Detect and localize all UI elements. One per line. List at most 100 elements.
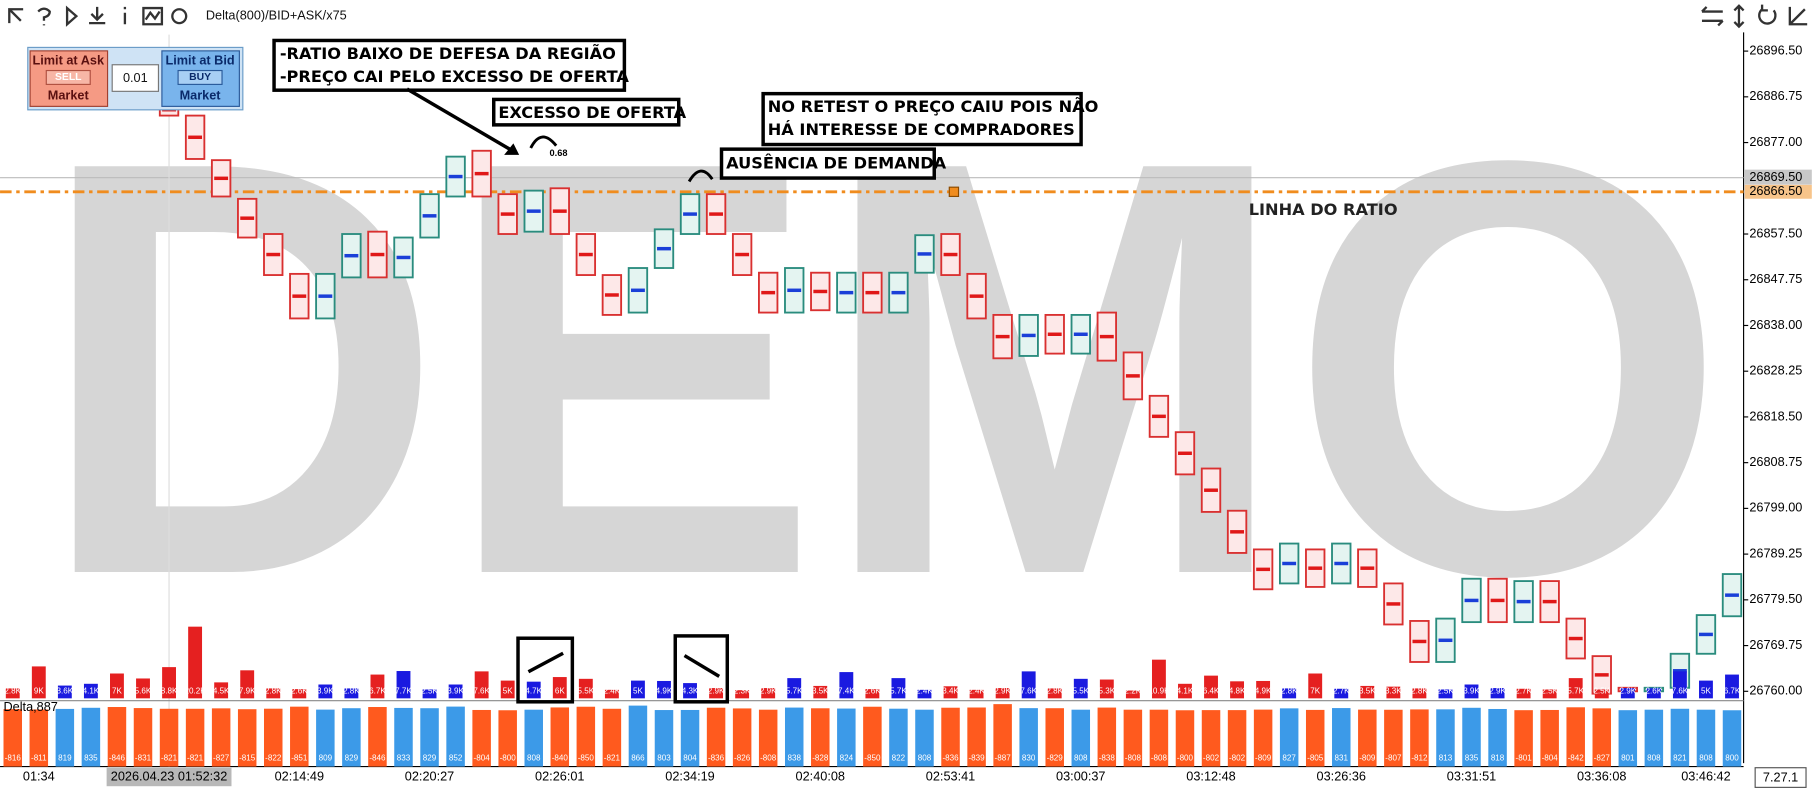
- delta-label: -838: [1099, 754, 1116, 763]
- delta-bar: [1175, 710, 1195, 767]
- annotation-box: [719, 147, 936, 180]
- tool-help[interactable]: [37, 7, 51, 26]
- poc-bar: [188, 135, 203, 140]
- delta-bar: [550, 707, 570, 767]
- candle: [627, 267, 649, 314]
- tool-indicators[interactable]: [142, 6, 164, 26]
- delta-label: -828: [812, 754, 829, 763]
- volume-label: 2.5K: [1437, 687, 1454, 696]
- delta-label: -811: [31, 754, 47, 763]
- volume-label: 4.1K: [1177, 687, 1194, 696]
- volume-bar: [318, 684, 333, 699]
- quantity-input[interactable]: [111, 64, 160, 92]
- candle: [341, 233, 362, 279]
- volume-bar: [1125, 690, 1140, 699]
- poc-bar: [266, 252, 281, 257]
- delta-label: -839: [968, 754, 985, 763]
- tool-settings[interactable]: [171, 8, 188, 25]
- buy-title: Limit at Bid: [165, 53, 234, 68]
- delta-bar: [654, 710, 674, 767]
- buy-inner[interactable]: [177, 69, 223, 85]
- tool-refresh[interactable]: [1758, 4, 1777, 25]
- delta-bar: [498, 710, 517, 767]
- candle: [1331, 542, 1352, 585]
- candle: [1487, 577, 1508, 624]
- delta-label: -809: [1255, 754, 1272, 763]
- delta-bar: [706, 707, 726, 767]
- delta-label: 831: [1335, 754, 1349, 763]
- x-tick-label: 03:12:48: [1186, 768, 1235, 783]
- y-tick-label: 26818.50: [1749, 408, 1802, 423]
- delta-label: -808: [1125, 754, 1142, 763]
- poc-bar: [1021, 333, 1036, 338]
- x-tick-label: 02:26:01: [535, 768, 584, 783]
- x-tick-label: 03:46:42: [1681, 768, 1730, 783]
- tool-swap[interactable]: [1701, 6, 1724, 27]
- poc-bar: [813, 289, 828, 294]
- volume-label: 7K: [1310, 687, 1320, 696]
- volume-bar: [83, 683, 98, 699]
- quantity: 0.01: [123, 70, 148, 85]
- y-tick-label: 26847.75: [1749, 271, 1802, 286]
- sell-inner[interactable]: [45, 69, 91, 85]
- delta-bar: [368, 707, 387, 767]
- volume-label: 2.4K: [604, 687, 621, 696]
- volume-bar: [735, 690, 750, 699]
- volume-bar: [1099, 679, 1114, 699]
- poc-bar: [1568, 636, 1583, 641]
- delta-label: -851: [291, 754, 308, 763]
- volume-bar: [995, 688, 1010, 699]
- toolbar[interactable]: Delta(800)/BID+ASK/x75: [8, 4, 1808, 29]
- poc-bar: [735, 252, 750, 257]
- ratio-price-label: 26866.50: [1749, 183, 1802, 198]
- x-tick-label: 03:36:08: [1577, 768, 1626, 783]
- volume-bar: [891, 678, 906, 699]
- tool-cursor[interactable]: [8, 8, 24, 24]
- poc-bar: [1490, 598, 1505, 603]
- volume-bar: [370, 674, 385, 699]
- delta-bar: [1071, 709, 1091, 767]
- y-tick-label: 26799.00: [1749, 500, 1802, 515]
- poc-bar: [1230, 530, 1245, 534]
- poc-bar: [943, 252, 958, 257]
- current-price-label: 26869.50: [1749, 169, 1802, 184]
- delta-bar: [1332, 708, 1351, 767]
- volume-bar: [1516, 688, 1531, 699]
- annotation-arrow: [406, 87, 517, 155]
- delta-bar: [1045, 708, 1064, 767]
- volume-label: 6.7K: [369, 687, 386, 696]
- delta-label: 830: [1022, 754, 1036, 763]
- volume-label: 4.7K: [525, 687, 542, 696]
- instrument-label: Delta(800)/BID+ASK/x75: [206, 8, 347, 23]
- version-box: [1754, 767, 1807, 788]
- delta-bar: [863, 706, 882, 767]
- delta-label: 829: [423, 754, 437, 763]
- candle: [1357, 548, 1378, 588]
- volume-label: 2.8K: [4, 687, 21, 696]
- tool-play[interactable]: [65, 5, 79, 27]
- delta-bar: [1279, 708, 1299, 767]
- delta-label: 808: [1699, 754, 1713, 763]
- volume-bar: [162, 667, 176, 699]
- delta-bar: [1201, 710, 1221, 767]
- volume-label: 5.7K: [786, 687, 803, 696]
- buy-market: Market: [180, 87, 222, 102]
- candle: [940, 233, 961, 276]
- delta-label: -802: [1229, 754, 1246, 763]
- delta-bar: [1722, 710, 1742, 767]
- tool-collapse[interactable]: [1788, 6, 1808, 26]
- y-tick-label: 26779.50: [1749, 591, 1802, 606]
- candle: [549, 187, 570, 235]
- volume-bar: [1620, 688, 1635, 699]
- tool-download[interactable]: [89, 6, 106, 25]
- candle: [1148, 394, 1170, 438]
- plot-layer: 26896.50 26886.75 26877.00 26857.50 26847.75…: [0, 32, 1813, 787]
- candle: [1721, 573, 1743, 618]
- volume-bar: [1386, 686, 1401, 699]
- candle: [758, 271, 779, 314]
- volume-label: 4.5K: [213, 687, 230, 696]
- volume-bar: [1334, 688, 1349, 699]
- tool-scale[interactable]: [1733, 4, 1745, 29]
- volume-bar: [1646, 689, 1661, 699]
- volume-label: 2.8K: [343, 687, 360, 696]
